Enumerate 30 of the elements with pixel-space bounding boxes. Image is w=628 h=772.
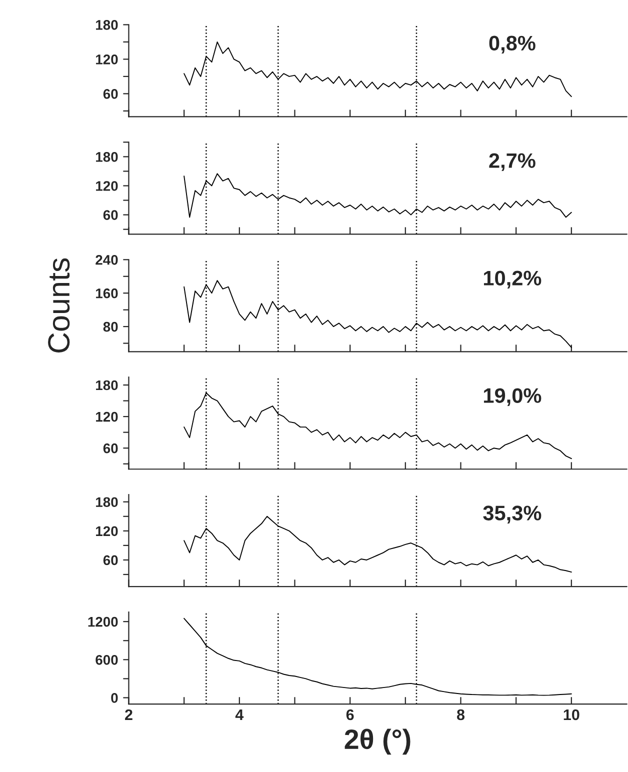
y-tick-label: 120 bbox=[96, 54, 118, 64]
x-tick-label: 4 bbox=[235, 709, 244, 720]
y-tick-label: 180 bbox=[96, 380, 118, 390]
annotation: 35,3% bbox=[483, 506, 542, 524]
annotation: 0,8% bbox=[489, 36, 536, 54]
y-tick-label: 180 bbox=[96, 497, 118, 508]
x-tick-label: 8 bbox=[456, 709, 465, 720]
y-tick-label: 120 bbox=[96, 526, 118, 536]
y-tick-label: 1200 bbox=[88, 616, 118, 627]
x-tick-label: 6 bbox=[346, 709, 354, 720]
y-tick-label: 160 bbox=[96, 288, 118, 298]
y-tick-label: 120 bbox=[96, 181, 118, 191]
y-tick-label: 600 bbox=[96, 654, 118, 665]
y-tick-label: 240 bbox=[96, 254, 118, 265]
y-tick-label: 60 bbox=[103, 89, 118, 99]
annotation: 10,2% bbox=[484, 270, 542, 288]
x-axis-title: 2θ (°) bbox=[344, 728, 410, 755]
annotation: 2,7% bbox=[489, 153, 536, 172]
y-tick-label: 80 bbox=[103, 322, 118, 332]
y-tick-label: 60 bbox=[103, 210, 118, 220]
y-tick-label: 120 bbox=[96, 412, 118, 422]
y-axis-title: Counts bbox=[48, 258, 70, 352]
y-tick-label: 0 bbox=[111, 693, 118, 703]
y-tick-label: 180 bbox=[96, 152, 118, 162]
y-tick-label: 60 bbox=[103, 443, 118, 454]
y-tick-label: 60 bbox=[103, 555, 118, 566]
y-tick-label: 180 bbox=[96, 20, 118, 30]
x-tick-label: 2 bbox=[125, 709, 132, 720]
x-tick-label: 10 bbox=[564, 709, 580, 720]
annotation: 19,0% bbox=[484, 388, 542, 406]
